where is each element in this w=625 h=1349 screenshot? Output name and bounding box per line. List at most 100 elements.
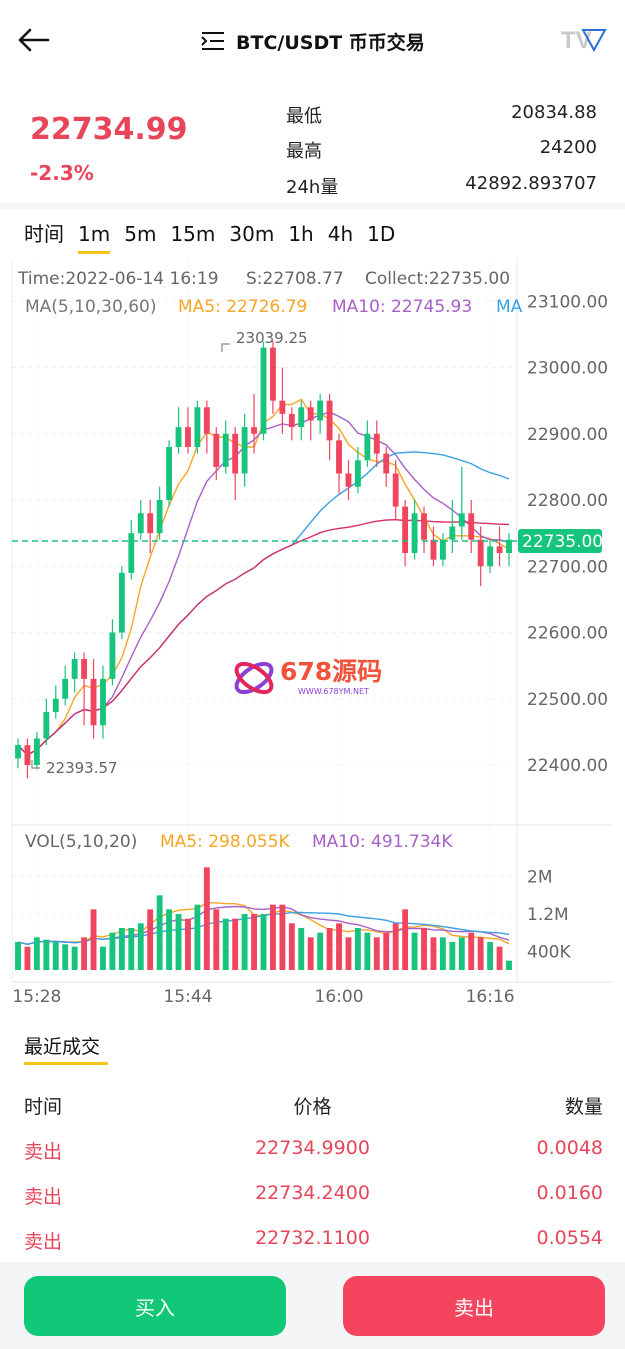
volume-bar xyxy=(326,928,333,970)
tab-underline xyxy=(24,1062,108,1065)
vol-tick-label: 1.2M xyxy=(527,905,569,925)
svg-text:TV: TV xyxy=(561,27,592,54)
x-tick-label: 16:00 xyxy=(315,987,364,1007)
volume-bar xyxy=(241,914,248,970)
y-tick-label: 23000.00 xyxy=(527,359,608,379)
price-change: -2.3% xyxy=(30,161,94,185)
stat-volume-value: 42892.893707 xyxy=(465,173,597,194)
x-tick-label: 15:44 xyxy=(163,987,212,1007)
candle-body xyxy=(307,407,314,421)
candle-body xyxy=(185,427,191,447)
tab-1m[interactable]: 1m xyxy=(78,220,111,254)
candle-body xyxy=(24,745,31,765)
tab-15m[interactable]: 15m xyxy=(170,222,216,246)
volume-bar xyxy=(118,928,125,970)
top-bar: BTC/USDT 币币交易 TV xyxy=(0,0,625,78)
tab-1h[interactable]: 1h xyxy=(288,222,314,246)
kline-chart[interactable]: 23100.00 23000.00 22900.00 22800.00 22700.00… xyxy=(0,258,625,1010)
svg-text:678源码: 678源码 xyxy=(280,657,382,686)
tab-5m[interactable]: 5m xyxy=(124,222,157,246)
volume-bar xyxy=(487,942,494,970)
candle-body xyxy=(156,500,163,534)
y-tick-label: 22900.00 xyxy=(527,425,608,445)
volume-bar xyxy=(373,937,380,970)
arrow-left-icon[interactable] xyxy=(14,22,54,58)
high-marker: 23039.25 xyxy=(236,329,308,347)
stat-high-value: 24200 xyxy=(539,137,597,158)
volume-bar xyxy=(439,937,446,970)
sell-button[interactable]: 卖出 xyxy=(343,1276,605,1336)
stat-low-label: 最低 xyxy=(286,106,322,127)
volume-bar xyxy=(62,944,69,970)
trades-header: 时间 价格 数量 xyxy=(0,1092,625,1120)
candle-body xyxy=(118,572,125,633)
stat-high-label: 最高 xyxy=(286,141,322,162)
trade-side: 卖出 xyxy=(24,1141,63,1163)
svg-text:22735.00: 22735.00 xyxy=(522,532,603,552)
candle-body xyxy=(439,539,446,560)
tab-1d[interactable]: 1D xyxy=(367,222,396,246)
ma60-line xyxy=(17,518,510,756)
ma10-legend: MA10: 22745.93 xyxy=(332,297,472,317)
volume-bar xyxy=(128,928,135,970)
volume-bar xyxy=(317,932,324,970)
volume-bar xyxy=(336,923,342,970)
candle-body xyxy=(52,698,59,712)
volume-bar xyxy=(270,904,276,970)
candle-body xyxy=(43,712,50,739)
divider xyxy=(0,203,625,209)
volume-bar xyxy=(185,918,191,970)
s-readout: S:22708.77 xyxy=(246,269,344,289)
volume-bar xyxy=(288,923,295,970)
volume-bar xyxy=(260,914,267,970)
candle-body xyxy=(383,453,390,474)
volume-bar xyxy=(458,937,465,970)
tab-time[interactable]: 时间 xyxy=(24,222,64,246)
volume-bar xyxy=(392,923,399,970)
tab-30m[interactable]: 30m xyxy=(229,222,275,246)
trade-side: 卖出 xyxy=(24,1186,63,1208)
y-tick-label: 22800.00 xyxy=(527,491,608,511)
candle-body xyxy=(203,407,210,434)
volume-bar xyxy=(81,937,88,970)
volume-bar xyxy=(109,932,116,970)
candle-body xyxy=(317,400,324,421)
volume-bar xyxy=(345,937,352,970)
tradingview-logo: TV xyxy=(561,27,607,54)
volume-bar xyxy=(166,909,173,970)
col-price: 价格 xyxy=(293,1096,332,1118)
vol-tick-label: 400K xyxy=(527,942,571,962)
candle-body xyxy=(260,347,267,434)
chart-labels: Time:2022-06-14 16:19 S:22708.77 Collect… xyxy=(17,269,523,852)
candle-body xyxy=(251,427,257,434)
buy-button[interactable]: 买入 xyxy=(24,1276,286,1336)
vol-ma5-legend: MA5: 298.055K xyxy=(160,832,291,852)
y-tick-label: 22700.00 xyxy=(527,557,608,577)
recent-trades-title[interactable]: 最近成交 xyxy=(24,1036,101,1058)
chart-grid: 23100.00 23000.00 22900.00 22800.00 22700.00… xyxy=(11,258,613,1007)
tab-4h[interactable]: 4h xyxy=(327,222,354,246)
trade-row: 卖出 22734.2400 0.0160 xyxy=(0,1182,625,1210)
candle-body xyxy=(477,539,484,567)
candle-body xyxy=(373,433,380,454)
candle-body xyxy=(506,539,512,553)
candle-body xyxy=(100,678,106,726)
watermark: 678源码 WWW.678YM.NET xyxy=(234,657,382,696)
candle-body xyxy=(298,407,305,428)
list-indent-icon[interactable] xyxy=(200,30,226,52)
candle-body xyxy=(81,659,88,679)
candles xyxy=(15,341,512,779)
trade-price: 22732.1100 xyxy=(255,1227,370,1249)
vol-legend: VOL(5,10,20) xyxy=(25,832,137,852)
volume-bar xyxy=(298,928,305,970)
trade-row: 卖出 22732.1100 0.0554 xyxy=(0,1227,625,1255)
volume-bar xyxy=(194,904,201,970)
trade-amount: 0.0048 xyxy=(536,1137,603,1159)
volume-bar xyxy=(100,946,106,970)
current-price-tag: 22735.00 xyxy=(12,529,603,553)
volume-bar xyxy=(279,904,286,970)
page-title-group[interactable]: BTC/USDT 币币交易 xyxy=(200,26,425,56)
candle-body xyxy=(449,526,456,540)
candle-body xyxy=(364,433,371,461)
volume-bars xyxy=(15,867,512,970)
